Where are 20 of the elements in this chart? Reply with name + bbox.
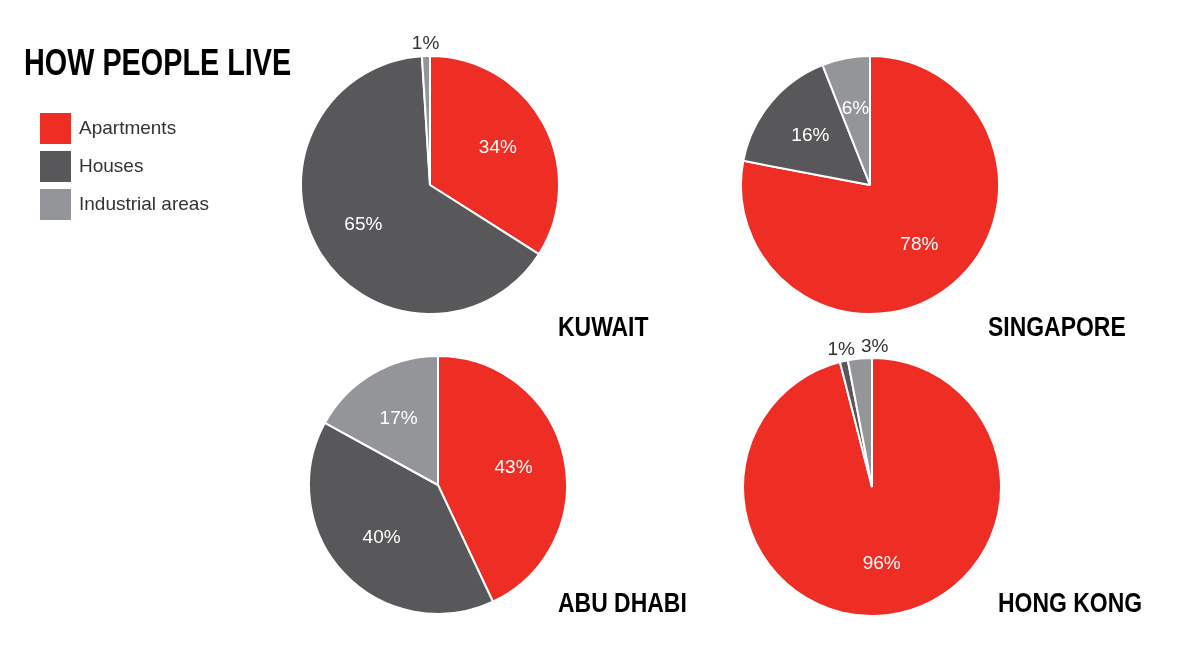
data-label: 3% (860, 334, 889, 356)
data-label: 17% (379, 406, 418, 428)
text: SINGAPORE (988, 312, 1126, 343)
text: HOW PEOPLE LIVE (24, 42, 292, 84)
data-label: 40% (362, 526, 401, 548)
data-label: 78% (900, 232, 939, 254)
legend-label: Houses (79, 155, 144, 177)
data-label: 43% (494, 456, 533, 478)
text: HONG KONG (998, 588, 1143, 619)
data-label: 34% (478, 135, 517, 157)
text: KUWAIT (558, 312, 649, 343)
data-label: 6% (841, 97, 870, 119)
legend-label: Apartments (79, 117, 177, 139)
data-label: 16% (791, 123, 830, 145)
data-label: 96% (862, 552, 901, 574)
legend-label: Industrial areas (79, 193, 209, 215)
text: ABU DHABI (558, 588, 687, 619)
data-label: 1% (411, 32, 440, 54)
data-label: 65% (344, 212, 383, 234)
data-label: 1% (827, 337, 856, 359)
